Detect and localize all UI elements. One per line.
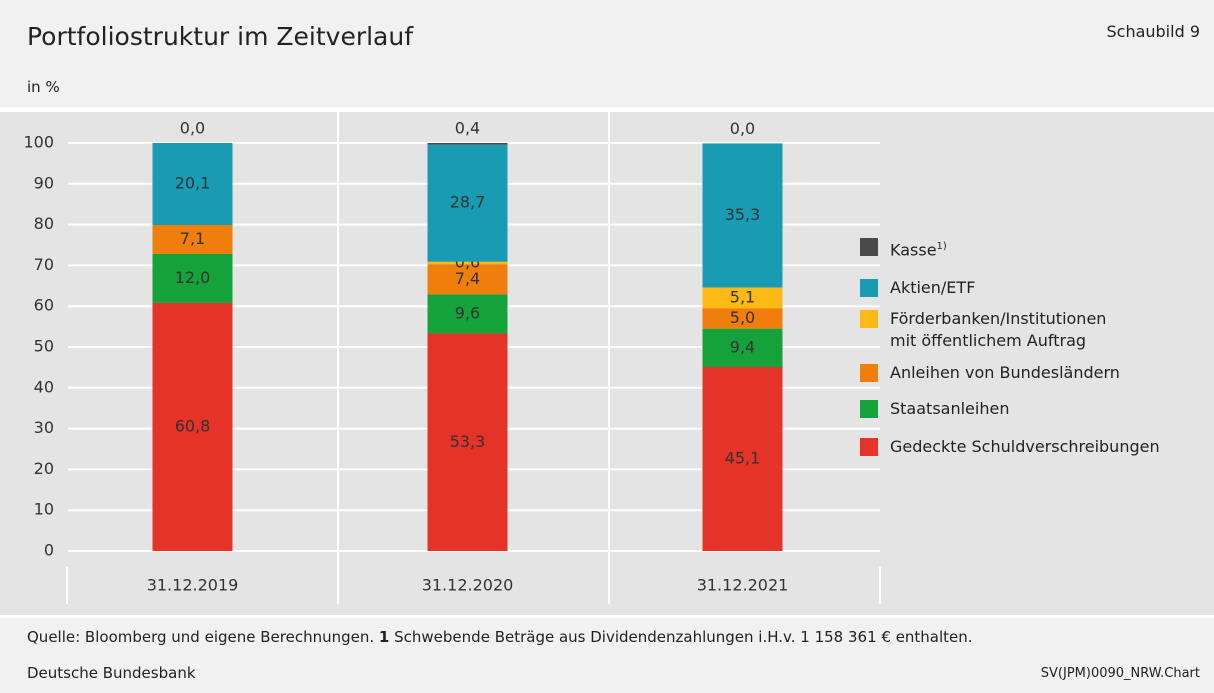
- y-tick-label: 20: [34, 459, 54, 478]
- y-tick-label: 10: [34, 500, 54, 519]
- legend-item: Kasse1): [860, 236, 947, 261]
- y-tick-label: 70: [34, 255, 54, 274]
- bar-segment: [702, 143, 783, 288]
- header: Portfoliostruktur im Zeitverlauf Schaubi…: [0, 0, 1214, 107]
- legend-note: 1): [936, 241, 947, 252]
- bar-segment: [427, 264, 508, 295]
- source: Quelle: Bloomberg und eigene Berechnunge…: [27, 628, 375, 646]
- publisher: Deutsche Bundesbank: [27, 664, 196, 682]
- legend-name: Gedeckte Schuldverschreibungen: [890, 437, 1160, 456]
- unit: in %: [27, 78, 60, 96]
- value-label: 20,1: [175, 174, 211, 193]
- note: Schwebende Beträge aus Dividendenzahlung…: [394, 628, 973, 646]
- value-label: 60,8: [175, 416, 211, 435]
- title: Portfoliostruktur im Zeitverlauf: [27, 22, 414, 51]
- y-tick-label: 50: [34, 337, 54, 356]
- value-label: 7,1: [180, 229, 205, 248]
- x-tick-label: 31.12.2021: [697, 576, 789, 595]
- legend-name: Anleihen von Bundesländern: [890, 363, 1120, 382]
- legend-label: Förderbanken/Institutionen mit öffentlic…: [890, 308, 1106, 352]
- bar-segment: [427, 261, 508, 265]
- bar-segment: [152, 225, 233, 254]
- legend-label: Staatsanleihen: [890, 398, 1009, 420]
- value-label: 5,1: [730, 287, 755, 306]
- code: SV(JPM)0090_NRW.Chart: [1040, 666, 1200, 681]
- legend-label: Kasse1): [890, 236, 947, 261]
- y-tick-label: 60: [34, 296, 54, 315]
- value-label: 35,3: [725, 205, 761, 224]
- value-label: 0,0: [180, 119, 205, 138]
- legend-swatch: [860, 310, 878, 328]
- y-tick-label: 100: [23, 133, 54, 152]
- note-number: 1: [378, 628, 390, 646]
- y-tick-label: 30: [34, 418, 54, 437]
- bar-segment: [427, 143, 508, 145]
- footnote: Quelle: Bloomberg und eigene Berechnunge…: [27, 628, 973, 646]
- value-label: 12,0: [175, 268, 211, 287]
- legend-swatch: [860, 279, 878, 297]
- legend-swatch: [860, 400, 878, 418]
- value-label: 9,6: [455, 303, 480, 322]
- legend-name: Förderbanken/Institutionen mit öffentlic…: [890, 309, 1107, 350]
- bar-segment: [152, 143, 233, 226]
- bar-segment: [702, 308, 783, 329]
- bar-segment: [152, 302, 233, 551]
- legend-swatch: [860, 238, 878, 256]
- y-tick-label: 0: [44, 541, 54, 560]
- legend-item: Anleihen von Bundesländern: [860, 362, 1120, 384]
- legend-item: Förderbanken/Institutionen mit öffentlic…: [860, 308, 1106, 352]
- legend-name: Staatsanleihen: [890, 399, 1010, 418]
- value-label: 53,3: [450, 432, 486, 451]
- x-tick-label: 31.12.2020: [422, 576, 514, 595]
- bar-segment: [427, 333, 508, 551]
- legend-name: Kasse: [890, 240, 937, 260]
- value-label: 28,7: [450, 193, 486, 212]
- y-tick-label: 80: [34, 214, 54, 233]
- legend-swatch: [860, 438, 878, 456]
- legend-swatch: [860, 364, 878, 382]
- bar-segment: [427, 294, 508, 334]
- bar-segment: [427, 144, 508, 262]
- value-label: 9,4: [730, 337, 755, 356]
- legend-label: Gedeckte Schuldverschreibungen: [890, 436, 1160, 458]
- bar-segment: [152, 253, 233, 303]
- legend-item: Gedeckte Schuldverschreibungen: [860, 436, 1160, 458]
- footer: Quelle: Bloomberg und eigene Berechnunge…: [0, 618, 1214, 693]
- legend-label: Aktien/ETF: [890, 277, 975, 299]
- bar-segment: [702, 366, 783, 551]
- legend-item: Staatsanleihen: [860, 398, 1009, 420]
- legend-item: Aktien/ETF: [860, 277, 975, 299]
- bar-segment: [702, 328, 783, 367]
- legend-label: Anleihen von Bundesländern: [890, 362, 1120, 384]
- value-label: 0,4: [455, 119, 480, 138]
- y-tick-label: 90: [34, 173, 54, 192]
- y-tick-label: 40: [34, 377, 54, 396]
- x-tick-label: 31.12.2019: [147, 576, 239, 595]
- value-label: 45,1: [725, 448, 761, 467]
- value-label: 0,0: [730, 119, 755, 138]
- chart: 0 10 20 30 40 50 60 70 80 90 100 31.12.2019 60,8 12,0…: [0, 112, 1214, 615]
- value-label: 7,4: [455, 269, 480, 288]
- figure-number: Schaubild 9: [1106, 22, 1200, 41]
- value-label: 5,0: [730, 308, 755, 327]
- bar-segment: [702, 287, 783, 309]
- legend-name: Aktien/ETF: [890, 278, 976, 297]
